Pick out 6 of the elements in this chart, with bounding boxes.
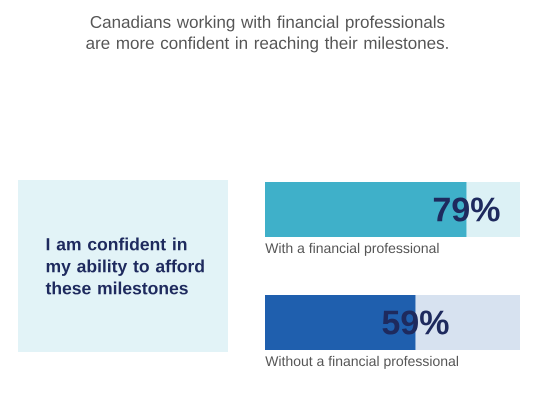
data-label: 79% xyxy=(434,197,500,222)
text: I am confident in my ability to afford these milestones xyxy=(46,238,204,294)
chart-title: Canadians working with financial professionals are more confident in reaching their milestones. xyxy=(86,16,448,52)
y-tick-label: With a financial professional xyxy=(265,242,439,256)
y-tick-label: Without a financial professional xyxy=(265,356,458,369)
data-label: 59% xyxy=(382,310,449,335)
